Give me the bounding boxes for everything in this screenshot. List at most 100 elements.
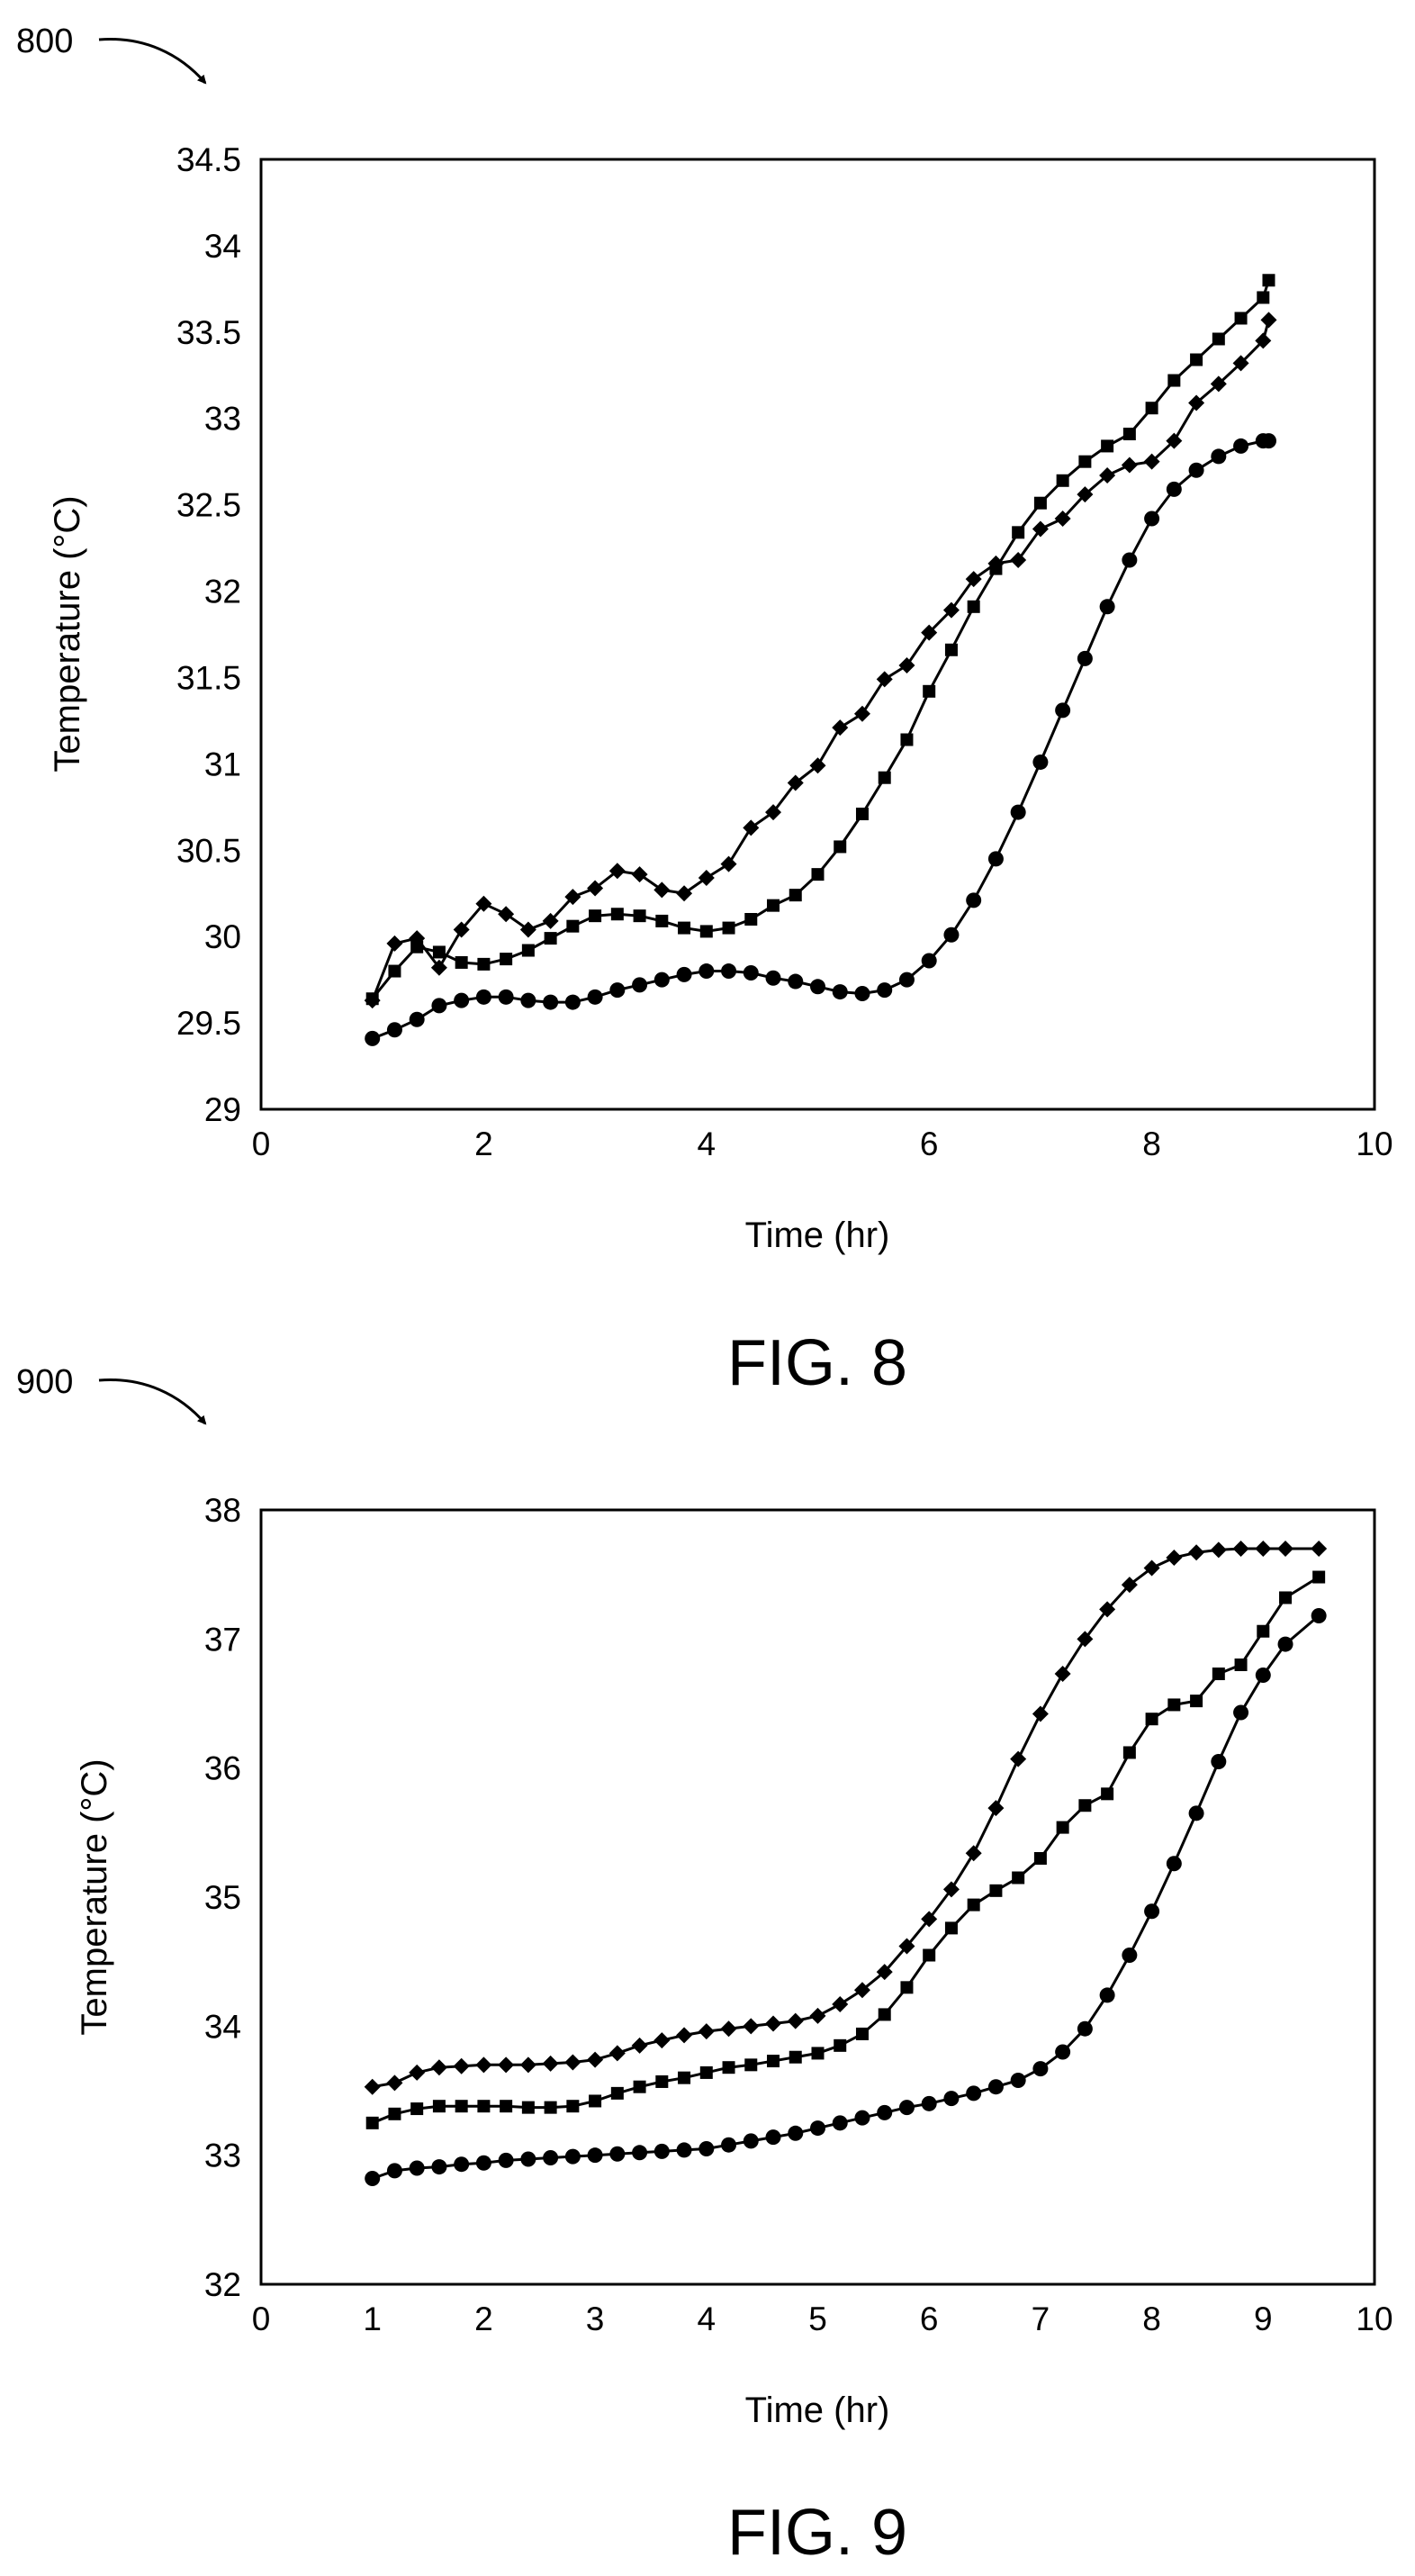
y-tick-label: 32 (204, 2266, 241, 2303)
data-point-diamond (1166, 432, 1183, 449)
data-point-circle (431, 2159, 447, 2175)
data-point-square (589, 2094, 602, 2108)
data-point-square (944, 643, 958, 656)
data-point-diamond (876, 1964, 893, 1981)
data-point-diamond (1232, 1541, 1249, 1557)
y-axis-label-fig9: Temperature (°C) (75, 1758, 114, 2035)
data-point-diamond (720, 2020, 737, 2038)
data-point-circle (765, 2129, 781, 2146)
data-point-square (1122, 427, 1136, 440)
data-point-square (566, 2100, 580, 2113)
data-point-square (1101, 439, 1114, 453)
data-point-diamond (1010, 552, 1027, 569)
data-point-square (1122, 1746, 1136, 1759)
data-point-circle (743, 964, 759, 981)
series-line-diamond (371, 320, 1270, 1001)
data-point-square (1078, 1799, 1092, 1812)
data-point-diamond (942, 601, 960, 619)
x-tick-label: 8 (1142, 2300, 1161, 2337)
y-tick-label: 33.5 (176, 314, 241, 351)
data-point-circle (632, 977, 648, 993)
data-point-square (477, 957, 491, 971)
data-point-circle (609, 2146, 626, 2162)
y-axis-label-fig8: Temperature (°C) (48, 495, 87, 772)
y-tick-label: 37 (204, 1621, 241, 1658)
data-point-circle (475, 2155, 491, 2171)
data-point-square (834, 2038, 847, 2052)
data-point-square (1190, 1695, 1203, 1708)
data-point-circle (409, 1011, 425, 1027)
x-tick-label: 2 (474, 2300, 493, 2337)
data-point-circle (653, 2143, 670, 2159)
data-point-diamond (965, 571, 982, 588)
data-point-diamond (587, 880, 604, 897)
data-point-square (789, 889, 802, 902)
data-point-diamond (519, 921, 536, 938)
data-point-diamond (386, 935, 403, 952)
data-point-diamond (1260, 312, 1277, 329)
data-point-square (1262, 274, 1275, 287)
data-point-diamond (1010, 1750, 1027, 1767)
data-point-square (1257, 291, 1270, 304)
data-point-square (878, 771, 891, 784)
data-point-circle (365, 2170, 381, 2186)
data-point-diamond (1166, 1550, 1183, 1567)
data-point-circle (1166, 1856, 1182, 1872)
x-tick-label: 6 (920, 1125, 939, 1162)
data-point-circle (1077, 650, 1093, 666)
data-point-diamond (1311, 1541, 1328, 1557)
data-point-diamond (519, 2056, 536, 2074)
y-tick-labels-fig9: 32 33 34 35 36 37 38 (204, 1492, 241, 2303)
series-line-circle (372, 439, 1269, 1040)
data-point-diamond (498, 906, 515, 923)
data-point-square (544, 2101, 557, 2114)
data-point-circle (1032, 754, 1049, 770)
data-point-square (655, 2074, 669, 2088)
x-tick-label: 4 (698, 2300, 717, 2337)
data-point-circle (721, 2137, 737, 2153)
data-point-diamond (542, 912, 559, 929)
data-point-diamond (720, 855, 737, 872)
data-point-diamond (787, 774, 804, 791)
data-point-diamond (1054, 510, 1071, 527)
data-point-square (699, 925, 713, 938)
data-point-circle (676, 2142, 692, 2158)
data-point-circle (587, 2147, 603, 2164)
data-point-circle (1260, 433, 1276, 449)
data-point-square (1033, 1852, 1047, 1865)
x-tick-label: 0 (252, 2300, 271, 2337)
data-point-circle (609, 982, 626, 999)
data-point-diamond (1032, 520, 1049, 538)
data-point-square (521, 2101, 535, 2114)
data-point-diamond (676, 885, 693, 902)
data-point-circle (454, 2156, 470, 2173)
figure-caption-fig9: FIG. 9 (727, 2497, 907, 2569)
data-point-square (544, 932, 557, 945)
data-point-circle (854, 985, 870, 1001)
data-point-circle (743, 2133, 759, 2149)
data-point-diamond (1032, 1705, 1049, 1722)
data-point-diamond (1143, 453, 1160, 470)
data-point-circle (498, 2152, 514, 2168)
data-point-diamond (853, 1982, 870, 1999)
data-point-circle (1099, 1987, 1115, 2003)
y-tick-label: 32 (204, 574, 241, 610)
data-point-diamond (409, 2064, 426, 2081)
data-point-diamond (1099, 467, 1116, 484)
data-point-circle (1077, 2020, 1093, 2037)
data-point-square (678, 921, 691, 935)
data-point-circle (1122, 1948, 1138, 1963)
data-point-diamond (876, 671, 893, 688)
data-point-square (744, 2058, 758, 2072)
reference-numeral-900: 900 (16, 1363, 73, 1401)
data-point-circle (1233, 1704, 1249, 1721)
data-point-circle (966, 2085, 982, 2101)
data-point-circle (1032, 2061, 1049, 2077)
data-point-square (923, 684, 936, 698)
data-point-square (1212, 1668, 1225, 1681)
series-markers-fig9 (364, 1541, 1328, 2186)
data-point-circle (810, 979, 825, 995)
data-point-square (455, 955, 468, 969)
data-point-square (900, 1981, 914, 1994)
